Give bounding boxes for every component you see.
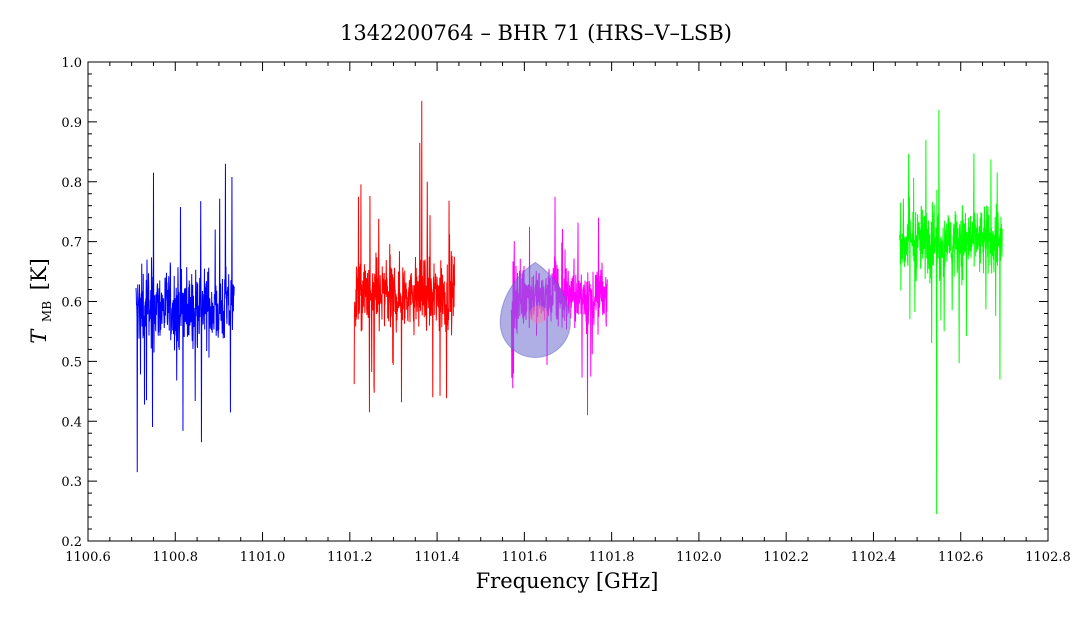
x-axis-label: Frequency [GHz] [476, 569, 659, 593]
svg-text:T MB [K]: T MB [K] [27, 258, 56, 344]
x-tick-label: 1101.6 [502, 550, 548, 565]
y-axis-label-unit: [K] [27, 258, 51, 290]
y-tick-label: 0.7 [61, 236, 82, 251]
x-tick-label: 1101.4 [414, 550, 460, 565]
y-tick-label: 0.2 [61, 535, 82, 550]
y-tick-label: 0.4 [61, 415, 82, 430]
spectrum-series-4 [899, 109, 1003, 515]
y-axis-label-main: T [27, 328, 51, 344]
y-tick-label: 0.8 [61, 176, 82, 191]
x-tick-label: 1101.0 [240, 550, 286, 565]
x-tick-label: 1100.8 [153, 550, 199, 565]
y-tick-label: 0.5 [61, 355, 82, 370]
y-tick-label: 1.0 [61, 56, 82, 71]
drop-overlay [499, 261, 571, 358]
x-tick-label: 1102.8 [1025, 550, 1071, 565]
x-tick-label: 1102.6 [938, 550, 984, 565]
y-axis-label: T MB [K] [27, 258, 56, 344]
y-tick-label: 0.6 [61, 296, 82, 311]
x-tick-label: 1102.4 [851, 550, 897, 565]
spectrum-series-2 [353, 100, 456, 413]
y-tick-label: 0.9 [61, 116, 82, 131]
x-tick-label: 1102.0 [676, 550, 722, 565]
y-tick-label: 0.3 [61, 475, 82, 490]
spectrum-series-1 [135, 163, 235, 473]
overlay-highlight [529, 305, 548, 324]
plot-area [135, 100, 1003, 515]
x-tick-label: 1102.2 [763, 550, 809, 565]
x-tick-label: 1101.8 [589, 550, 635, 565]
axes: 1100.6 1100.8 1101.0 1101.2 1101.4 1101.6 1101… [61, 56, 1070, 565]
x-tick-label: 1101.2 [327, 550, 373, 565]
y-axis-label-sub: MB [40, 301, 54, 322]
chart-title: 1342200764 – BHR 71 (HRS–V–LSB) [340, 21, 732, 45]
highlight-overlay [499, 261, 571, 358]
x-tick-label: 1100.6 [65, 550, 111, 565]
